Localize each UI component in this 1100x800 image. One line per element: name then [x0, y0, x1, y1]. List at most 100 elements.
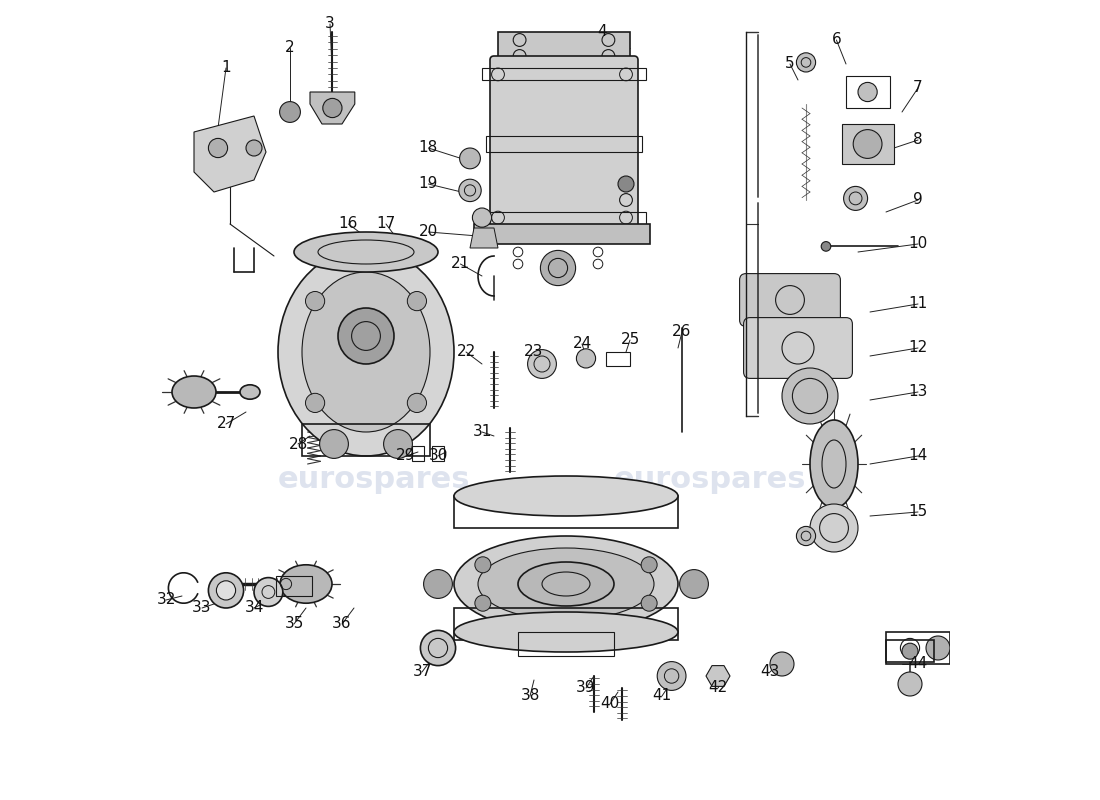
Bar — [606, 352, 630, 366]
Text: 29: 29 — [396, 449, 416, 463]
Circle shape — [338, 308, 394, 364]
Circle shape — [246, 140, 262, 156]
Ellipse shape — [454, 612, 678, 652]
Text: 25: 25 — [620, 333, 639, 347]
Text: 4: 4 — [597, 25, 607, 39]
Ellipse shape — [518, 562, 614, 606]
Text: 34: 34 — [244, 601, 264, 615]
Circle shape — [680, 570, 708, 598]
Circle shape — [279, 102, 300, 122]
Text: 23: 23 — [525, 345, 543, 359]
Text: 39: 39 — [576, 681, 596, 695]
Text: 13: 13 — [909, 385, 927, 399]
Polygon shape — [470, 228, 498, 248]
Circle shape — [898, 672, 922, 696]
Bar — [412, 446, 425, 461]
Text: eurospares: eurospares — [614, 466, 806, 494]
Text: eurospares: eurospares — [277, 466, 471, 494]
Circle shape — [424, 570, 452, 598]
Polygon shape — [310, 92, 355, 124]
Text: 19: 19 — [419, 177, 438, 191]
Text: 17: 17 — [376, 217, 396, 231]
Circle shape — [796, 526, 815, 546]
Circle shape — [306, 291, 324, 310]
Text: 24: 24 — [572, 337, 592, 351]
Ellipse shape — [294, 232, 438, 272]
Text: 16: 16 — [339, 217, 359, 231]
Polygon shape — [498, 32, 630, 64]
Bar — [454, 496, 678, 528]
Circle shape — [460, 148, 481, 169]
Ellipse shape — [454, 536, 678, 632]
Text: 38: 38 — [520, 689, 540, 703]
Text: 14: 14 — [909, 449, 927, 463]
Text: 10: 10 — [909, 237, 927, 251]
Bar — [276, 576, 312, 596]
Text: 2: 2 — [285, 41, 295, 55]
Text: 3: 3 — [326, 17, 334, 31]
Circle shape — [844, 186, 868, 210]
Circle shape — [475, 595, 491, 611]
Circle shape — [858, 82, 877, 102]
Ellipse shape — [240, 385, 260, 399]
Bar — [454, 608, 678, 640]
Circle shape — [472, 208, 492, 227]
FancyBboxPatch shape — [490, 56, 638, 240]
Text: 40: 40 — [601, 697, 619, 711]
Text: 1: 1 — [221, 61, 231, 75]
Circle shape — [854, 130, 882, 158]
Circle shape — [657, 662, 686, 690]
Bar — [886, 632, 950, 664]
Bar — [431, 446, 443, 461]
Circle shape — [420, 630, 455, 666]
Bar — [846, 76, 890, 108]
Bar — [486, 136, 642, 152]
Bar — [482, 68, 646, 80]
Ellipse shape — [280, 565, 332, 603]
Text: 33: 33 — [192, 601, 211, 615]
Text: 7: 7 — [913, 81, 923, 95]
Text: 11: 11 — [909, 297, 927, 311]
Circle shape — [528, 350, 557, 378]
Polygon shape — [842, 124, 894, 164]
Circle shape — [641, 595, 657, 611]
Circle shape — [459, 179, 481, 202]
Text: 42: 42 — [708, 681, 727, 695]
Ellipse shape — [172, 376, 216, 408]
Text: 26: 26 — [672, 325, 692, 339]
Circle shape — [208, 573, 243, 608]
Text: 12: 12 — [909, 341, 927, 355]
FancyBboxPatch shape — [744, 318, 852, 378]
Text: 27: 27 — [217, 417, 235, 431]
Text: 18: 18 — [419, 141, 438, 155]
Text: 8: 8 — [913, 133, 923, 147]
Circle shape — [322, 98, 342, 118]
Text: 6: 6 — [832, 33, 842, 47]
Circle shape — [926, 636, 950, 660]
Bar — [482, 212, 646, 224]
Circle shape — [475, 557, 491, 573]
Circle shape — [618, 176, 634, 192]
Circle shape — [407, 394, 427, 413]
Circle shape — [540, 250, 575, 286]
Ellipse shape — [278, 248, 454, 456]
Text: 5: 5 — [785, 57, 795, 71]
Text: 43: 43 — [760, 665, 780, 679]
Polygon shape — [706, 666, 730, 686]
Bar — [302, 424, 430, 456]
Circle shape — [902, 643, 918, 659]
Circle shape — [641, 557, 657, 573]
Circle shape — [822, 242, 830, 251]
Circle shape — [384, 430, 412, 458]
Circle shape — [576, 349, 595, 368]
Text: 36: 36 — [332, 617, 352, 631]
Circle shape — [254, 578, 283, 606]
Text: 22: 22 — [456, 345, 475, 359]
Text: 21: 21 — [451, 257, 470, 271]
Circle shape — [407, 291, 427, 310]
Text: 31: 31 — [472, 425, 492, 439]
Text: 28: 28 — [288, 437, 308, 451]
Circle shape — [770, 652, 794, 676]
Bar — [886, 640, 934, 662]
Polygon shape — [194, 116, 266, 192]
